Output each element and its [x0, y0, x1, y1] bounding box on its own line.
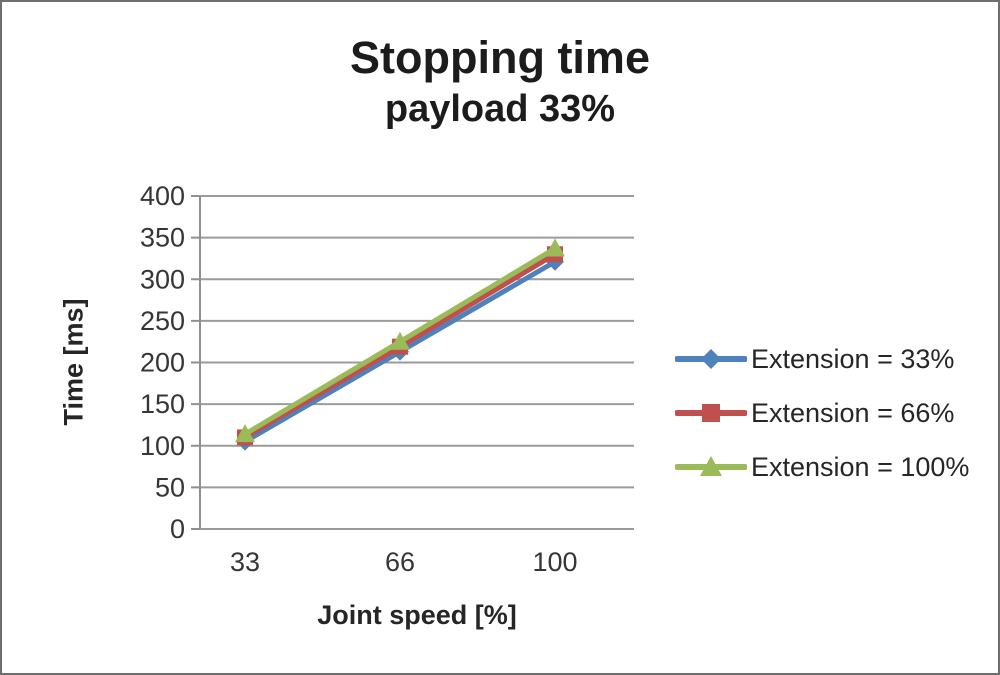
y-tick-label: 100 — [140, 431, 185, 461]
marker-triangle-icon — [545, 238, 565, 257]
legend-label: Extension = 100% — [751, 451, 970, 482]
marker-diamond-icon — [701, 349, 721, 369]
marker-square-icon — [702, 404, 720, 422]
y-tick-label: 300 — [140, 264, 185, 294]
legend-item-0: Extension = 33% — [675, 343, 969, 374]
legend-triangle-icon — [675, 456, 747, 476]
x-axis-title: Joint speed [%] — [317, 600, 517, 630]
x-tick-label: 100 — [532, 547, 577, 577]
marker-triangle-icon — [700, 456, 722, 476]
chart-title: Stopping time — [350, 32, 650, 83]
legend-square-icon — [675, 404, 747, 422]
y-tick-label: 150 — [140, 389, 185, 419]
legend-diamond-icon — [675, 349, 747, 369]
y-tick-label: 400 — [140, 181, 185, 211]
marker-triangle-icon — [390, 331, 410, 350]
legend-label: Extension = 33% — [751, 343, 955, 374]
y-tick-label: 350 — [140, 223, 185, 253]
x-tick-label: 33 — [230, 547, 260, 577]
chart-title-block: Stopping time payload 33% — [2, 30, 998, 132]
y-tick-label: 0 — [170, 514, 185, 544]
y-tick-label: 200 — [140, 348, 185, 378]
legend-item-1: Extension = 66% — [675, 397, 969, 428]
y-tick-label: 50 — [155, 472, 185, 502]
y-axis-title: Time [ms] — [58, 298, 89, 426]
x-tick-label: 66 — [385, 547, 415, 577]
chart-subtitle: payload 33% — [384, 88, 616, 130]
legend-label: Extension = 66% — [751, 397, 955, 428]
y-tick-label: 250 — [140, 306, 185, 336]
legend-item-2: Extension = 100% — [675, 451, 970, 482]
marker-triangle-icon — [235, 424, 255, 443]
legend: Extension = 33% Extension = 66% Extension … — [675, 343, 970, 482]
